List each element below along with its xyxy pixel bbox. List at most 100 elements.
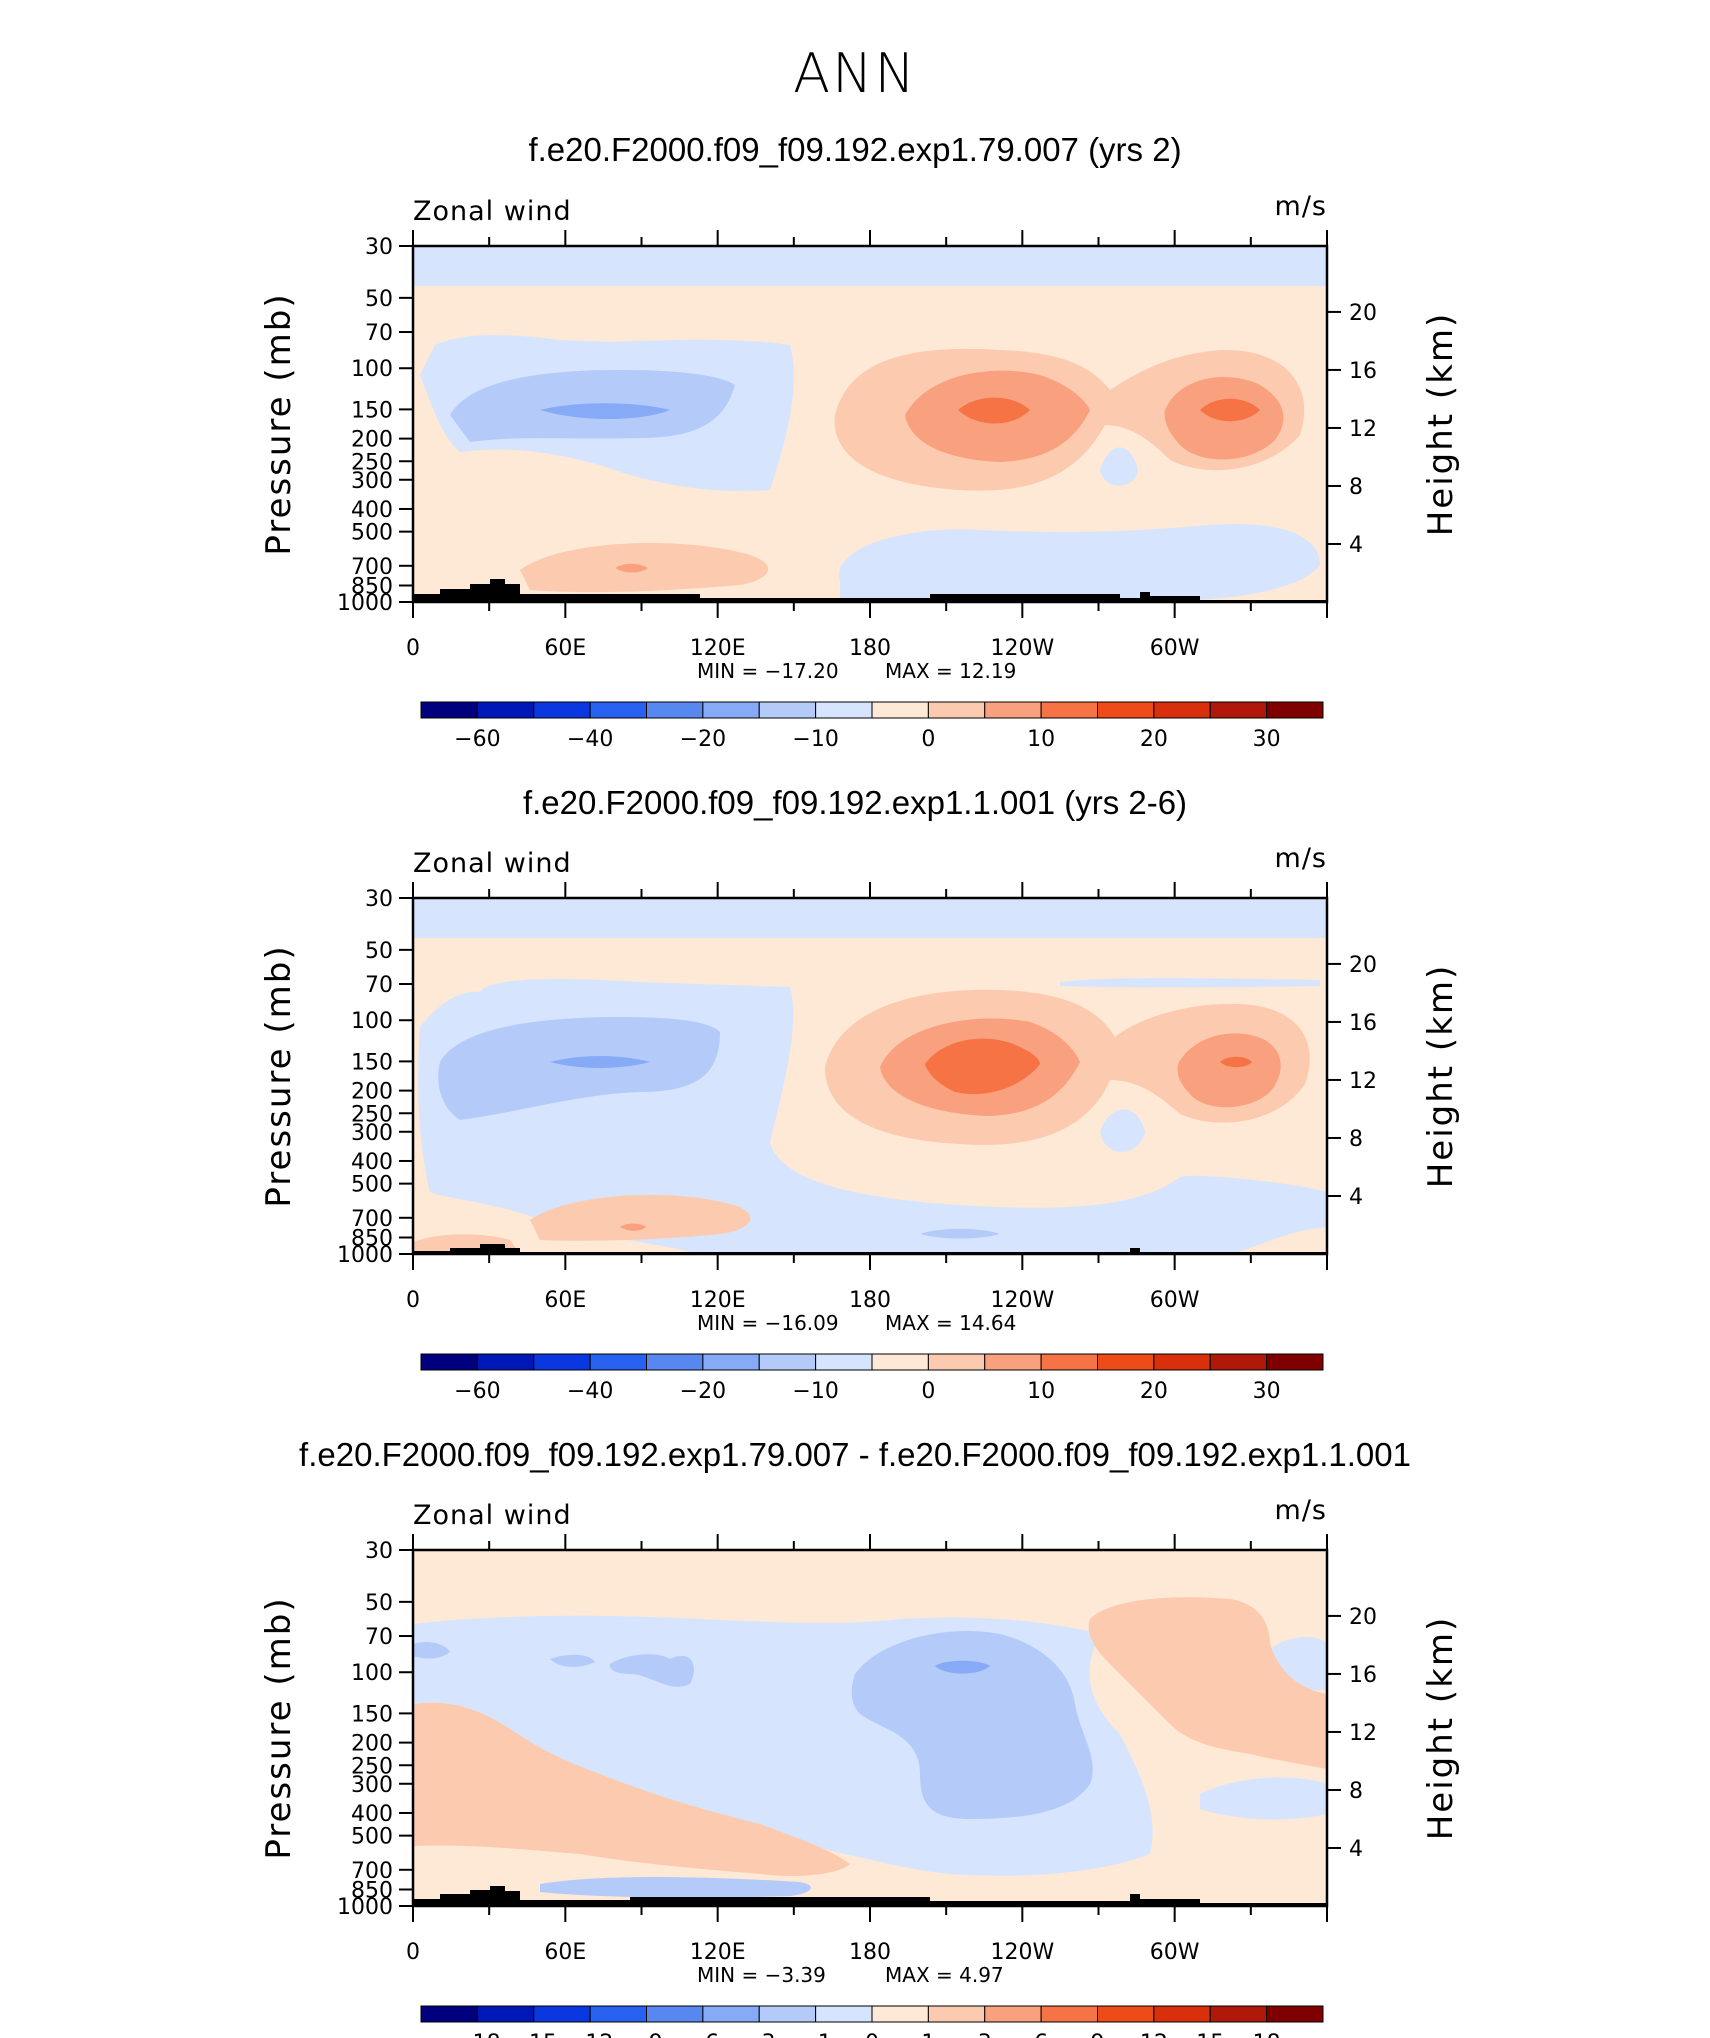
colorbar-label: 20 [1140,1379,1168,1404]
colorbar-swatch [476,1353,535,1371]
colorbar-label: −40 [567,727,613,752]
colorbar-swatch [758,701,817,719]
min-label: MIN = −3.39 [697,1963,826,1987]
jet-2-core [1220,1056,1252,1068]
colorbar-swatch [702,701,760,719]
lon-tick-label: 60E [544,636,586,661]
jet-2-core [1200,398,1260,422]
contour-field [413,1550,1327,1906]
variable-label: Zonal wind [413,196,572,227]
upper-easterly-band [1060,978,1320,988]
colorbar-swatch [1153,2005,1211,2023]
height-tick-label: 20 [1349,953,1377,978]
pressure-tick-label: 150 [351,398,393,423]
pressure-tick-label: 700 [351,1207,393,1232]
small-negative-patch-3 [413,1641,450,1659]
lon-tick-label: 60W [1150,636,1200,661]
colorbar-swatch [927,2005,986,2023]
height-tick-label: 20 [1349,1605,1377,1630]
colorbar-label: −9 [630,2031,662,2038]
colorbar-swatch [871,1353,929,1371]
colorbar-label: −18 [454,2031,500,2038]
colorbar-swatch [702,1353,760,1371]
colorbar-swatch [1153,701,1211,719]
colorbar-swatch [420,2005,478,2023]
height-tick-label: 4 [1349,1837,1363,1862]
jet-1-core [958,397,1030,424]
colorbar-label: −10 [792,727,838,752]
pressure-tick-label: 70 [365,973,393,998]
pressure-tick-label: 50 [365,1591,393,1616]
colorbar-label: 30 [1253,727,1281,752]
colorbar: −18 −15 −12 −9 −6 −3 −1 0 1 3 6 9 12 15 18 [420,2005,1324,2038]
height-tick-label: 12 [1349,1069,1377,1094]
colorbar-swatch [1097,2005,1155,2023]
jet-2-middle [1177,1033,1281,1108]
pressure-tick-label: 70 [365,321,393,346]
pressure-tick-label: 100 [351,1661,393,1686]
negative-anomaly-outer [851,1630,1093,1819]
colorbar-swatch [1266,1353,1324,1371]
colorbar-swatch [1209,1353,1268,1371]
positive-anomaly-band [413,1702,850,1876]
y-axis-title-left: Pressure (mb) [259,292,299,555]
pressure-tick-label: 30 [365,235,393,260]
colorbar-label: 18 [1253,2031,1281,2038]
negative-anomaly-core [935,1660,990,1674]
max-label: MAX = 4.97 [885,1963,1004,1987]
colorbar-swatch [646,1353,704,1371]
lon-tick-label: 0 [406,1288,420,1313]
lon-tick-label: 180 [849,1288,891,1313]
colorbar-label: −10 [792,1379,838,1404]
pressure-tick-label: 700 [351,1859,393,1884]
lon-tick-label: 0 [406,1940,420,1965]
colorbar-label: −40 [567,1379,613,1404]
colorbar-swatch [420,1353,478,1371]
colorbar-swatch [1040,701,1098,719]
pressure-tick-label: 1000 [337,591,393,616]
pressure-tick-label: 850 [351,1879,393,1904]
lon-tick-label: 0 [406,636,420,661]
colorbar-swatch [476,701,535,719]
lon-tick-label: 120W [990,1288,1054,1313]
jet-1-core [925,1038,1040,1095]
colorbar-swatch [420,701,478,719]
colorbar-label: 30 [1253,1379,1281,1404]
colorbar-swatch [1040,2005,1098,2023]
pressure-tick-label: 1000 [337,1243,393,1268]
panel-2-title: f.e20.F2000.f09_f09.192.exp1.1.001 (yrs … [522,784,1188,821]
colorbar-swatch [1266,701,1324,719]
pressure-tick-label: 300 [351,1121,393,1146]
colorbar-label: 1 [921,2031,935,2038]
pressure-tick-label: 500 [351,1173,393,1198]
colorbar-swatch [476,2005,535,2023]
colorbar-swatch [533,2005,591,2023]
y-axis-title-left: Pressure (mb) [259,944,299,1207]
pressure-tick-label: 500 [351,521,393,546]
low-level-westerly [530,1194,751,1241]
pressure-tick-label: 100 [351,357,393,382]
height-tick-label: 4 [1349,1185,1363,1210]
max-label: MAX = 12.19 [885,659,1016,683]
stratosphere-easterlies [413,898,1327,938]
lon-tick-label: 60E [544,1940,586,1965]
colorbar-swatch [1209,701,1268,719]
colorbar-swatch [589,1353,647,1371]
units-label: m/s [1275,843,1327,874]
pressure-tick-label: 30 [365,887,393,912]
colorbar-label: 0 [921,727,935,752]
pressure-tick-label: 150 [351,1702,393,1727]
colorbar: −60 −40 −20 −10 0 10 20 30 [420,701,1324,752]
pressure-tick-label: 50 [365,287,393,312]
small-easterly-pocket [1100,447,1138,486]
colorbar-swatch [815,1353,873,1371]
pressure-tick-label: 200 [351,428,393,453]
colorbar-label: 3 [978,2031,992,2038]
units-label: m/s [1275,1495,1327,1526]
lon-tick-label: 120E [690,1288,746,1313]
colorbar-swatch [1097,701,1155,719]
low-level-core [620,1223,646,1231]
